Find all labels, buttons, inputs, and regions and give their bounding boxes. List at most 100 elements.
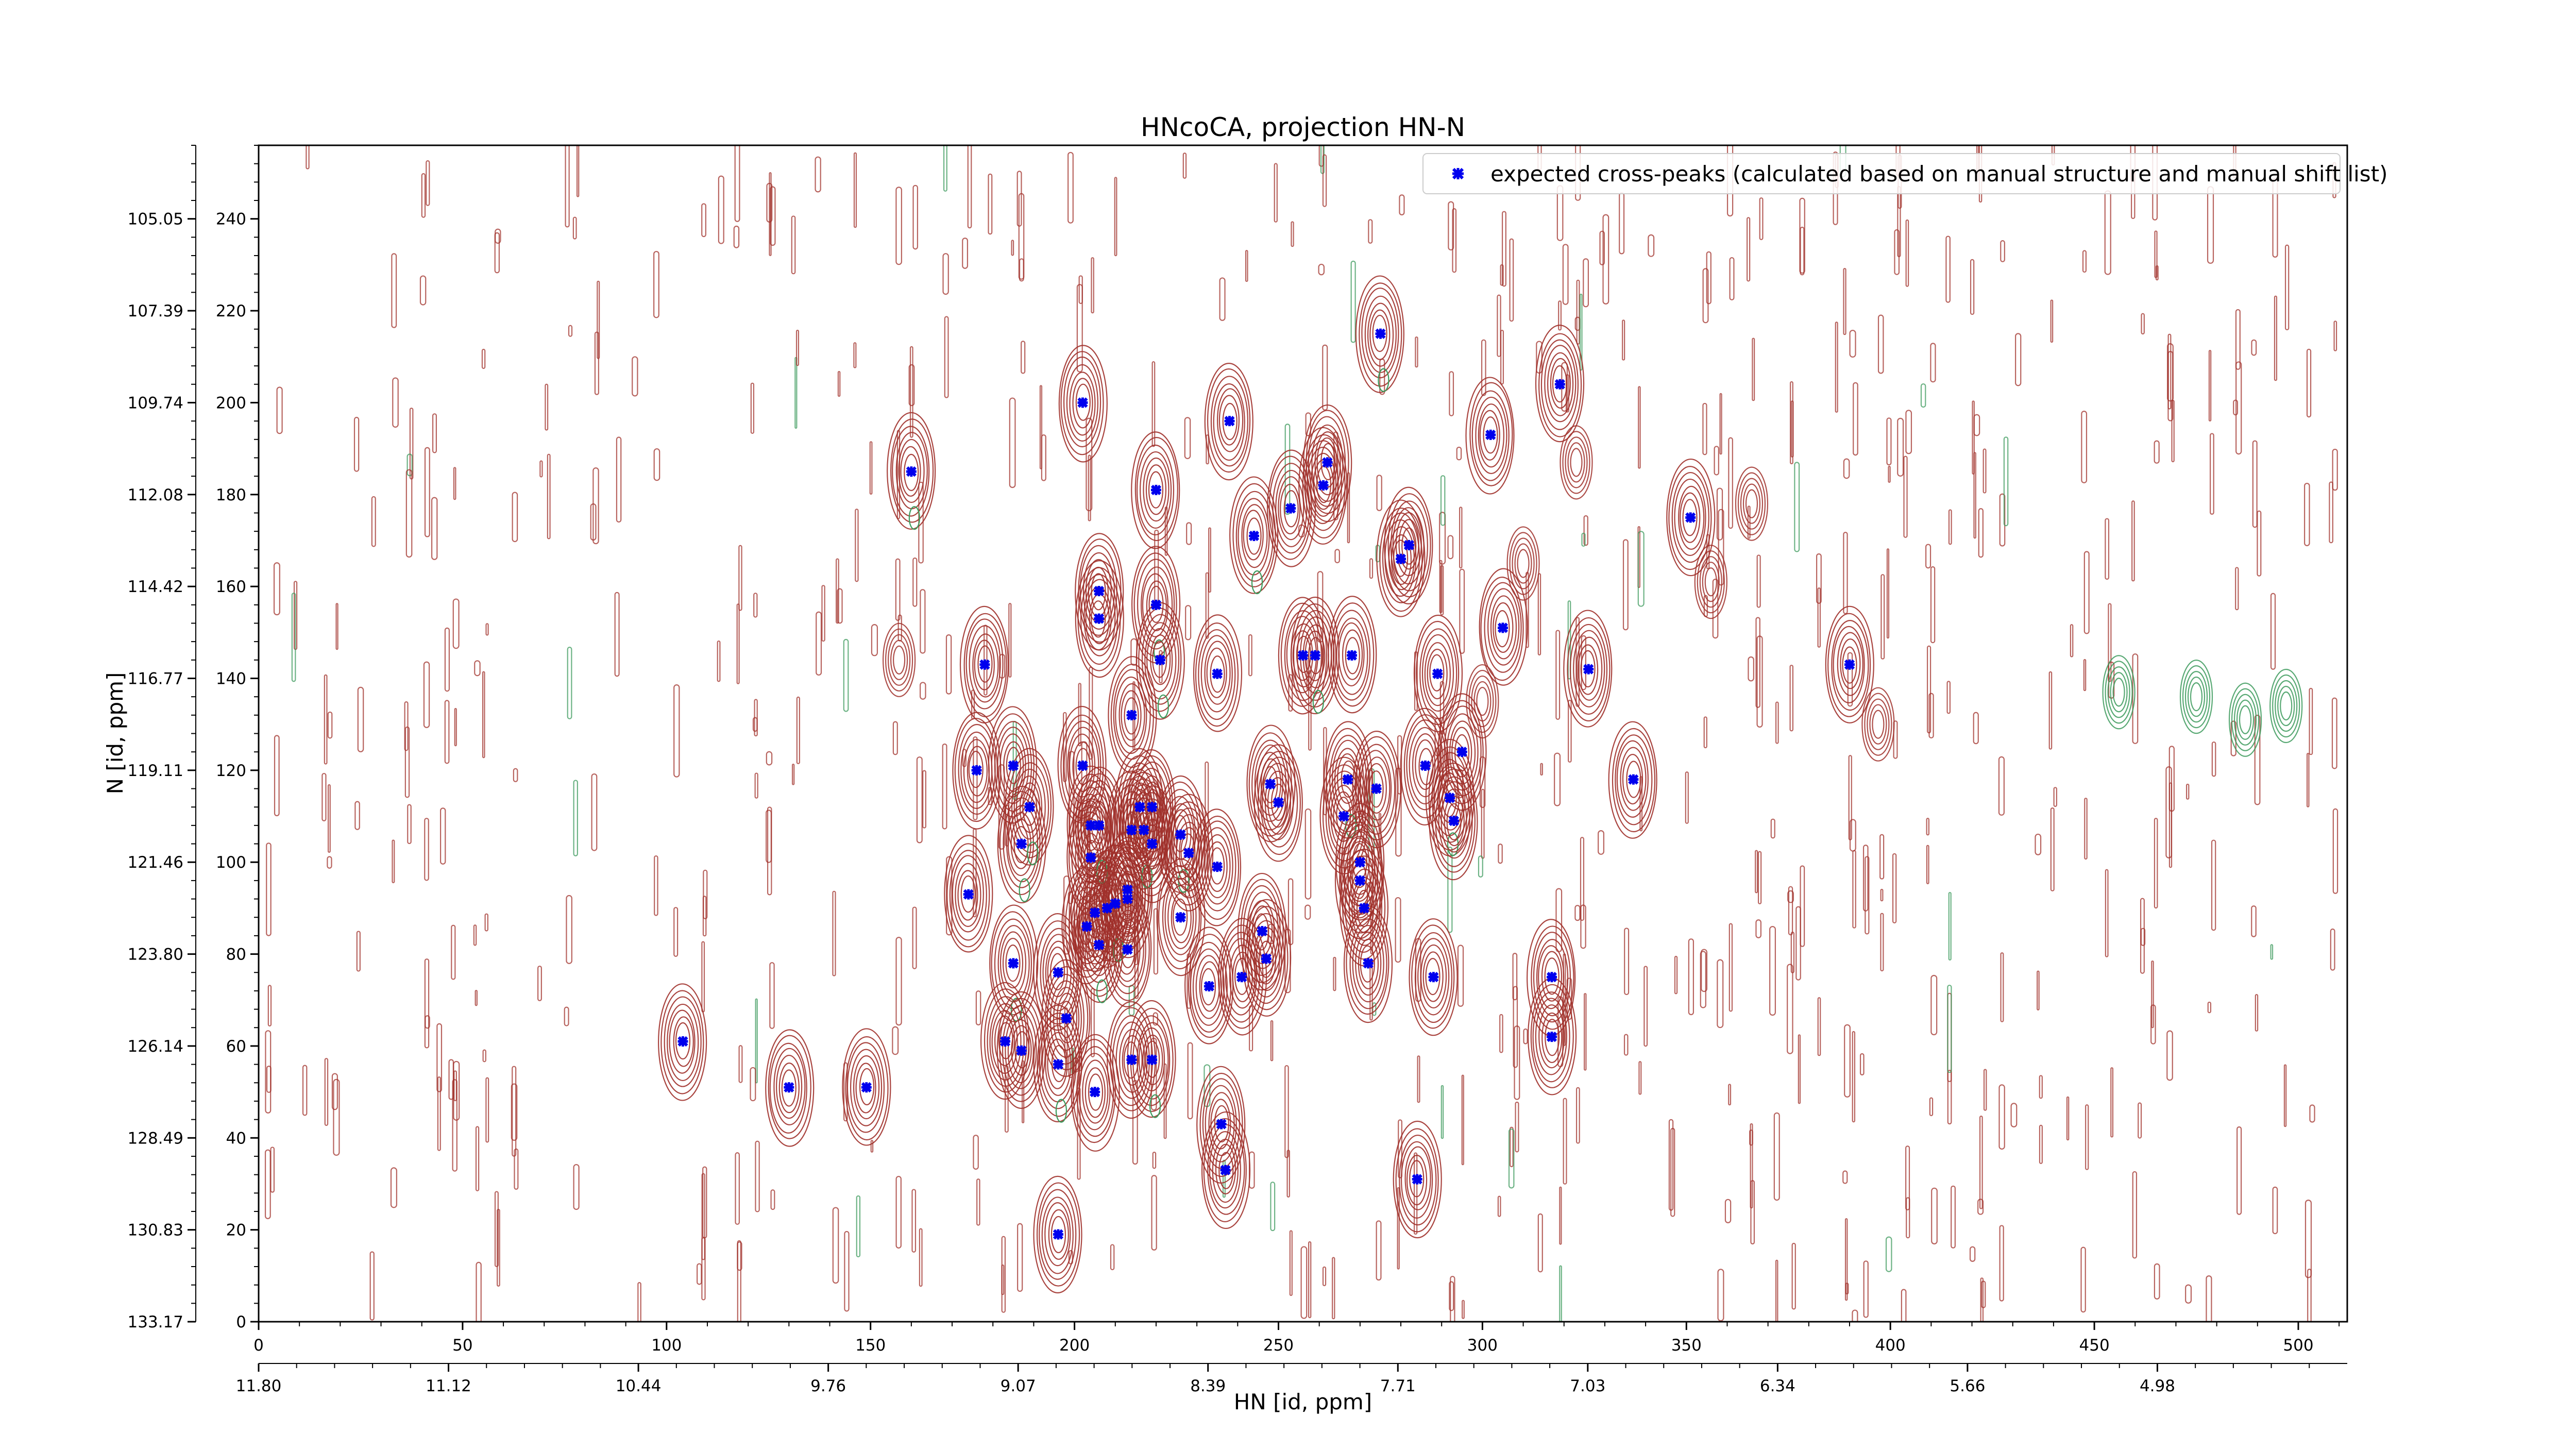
noise-streak — [2085, 1104, 2089, 1170]
peak-contour — [1116, 924, 1138, 975]
noise-streak — [436, 1023, 443, 1092]
negative-contour — [1027, 841, 1039, 866]
noise-streak — [444, 700, 450, 764]
noise-streak — [2235, 309, 2241, 370]
noise-streak — [2131, 500, 2135, 582]
noise-streak — [476, 1261, 482, 1322]
cross-peak-marker — [1273, 797, 1284, 808]
noise-streak — [1747, 506, 1751, 539]
peak-contour — [1438, 781, 1470, 859]
noise-streak — [568, 325, 573, 337]
peak-contour — [944, 835, 993, 953]
peak-contour — [963, 613, 1007, 717]
noise-streak — [1205, 572, 1209, 639]
cross-peak-marker — [1212, 861, 1223, 872]
peak-contour — [1406, 1154, 1428, 1206]
noise-streak — [419, 275, 427, 306]
x-tick-label: 50 — [452, 1336, 472, 1355]
cross-peak-marker — [1090, 1086, 1100, 1098]
noise-streak — [734, 145, 740, 222]
noise-streak — [2053, 787, 2057, 807]
noise-streak — [2206, 1275, 2212, 1322]
y-tick-label: 200 — [216, 394, 246, 412]
noise-streak — [302, 1065, 308, 1116]
noise-streak — [1583, 258, 1589, 308]
peak-contour — [1077, 567, 1121, 671]
cross-peak-marker — [1122, 884, 1133, 895]
peak-contour — [1478, 403, 1504, 468]
cross-peak-marker — [1412, 1174, 1422, 1185]
peak-contour — [1615, 734, 1653, 825]
noise-streak — [2309, 1104, 2315, 1123]
noise-streak — [1859, 1053, 1865, 1075]
noise-streak — [2140, 928, 2146, 946]
noise-streak — [1897, 417, 1904, 477]
x-ppm-tick-label: 5.66 — [1950, 1377, 1985, 1395]
peak-contour — [1302, 434, 1346, 538]
peak-contour — [1242, 899, 1292, 1017]
noise-streak — [1333, 956, 1336, 991]
peak-contour — [1666, 458, 1716, 577]
peak-contour — [1245, 906, 1289, 1010]
peak-contour — [1066, 765, 1116, 884]
noise-streak — [1700, 951, 1706, 1008]
peak-contour — [1129, 755, 1174, 860]
y-ppm-tick-label: 126.14 — [128, 1037, 183, 1056]
noise-streak — [2257, 510, 2262, 577]
cross-peak-marker — [677, 1036, 688, 1047]
noise-streak — [998, 764, 1005, 850]
peak-contour — [1490, 595, 1517, 660]
noise-streak — [321, 772, 327, 821]
peak-contour — [1201, 1111, 1251, 1229]
cross-peak-marker — [1122, 894, 1133, 904]
noise-streak — [1928, 693, 1934, 739]
noise-streak — [1415, 336, 1418, 368]
noise-streak — [1844, 1218, 1848, 1301]
peak-contour — [1417, 938, 1450, 1016]
x-ppm-tick-label: 9.76 — [810, 1377, 846, 1395]
peak-contour — [1545, 1019, 1560, 1056]
noise-streak — [2333, 321, 2337, 351]
peak-contour — [1541, 951, 1563, 1002]
noise-streak — [437, 1076, 441, 1151]
peak-contour — [1046, 973, 1084, 1065]
peak-contour — [1110, 664, 1154, 768]
cross-peak-marker — [1146, 838, 1158, 849]
peak-contour — [1314, 431, 1341, 496]
noise-streak — [1009, 397, 1016, 488]
y-tick-label: 60 — [226, 1037, 246, 1056]
x-tick-label: 450 — [2079, 1336, 2110, 1355]
peak-contour — [994, 721, 1032, 812]
noise-streak — [1448, 201, 1454, 251]
noise-streak — [737, 1241, 742, 1271]
noise-streak — [1497, 1195, 1501, 1217]
peak-contour — [1011, 1025, 1032, 1076]
noise-streak — [1920, 383, 1926, 408]
noise-streak — [1439, 560, 1443, 613]
peak-contour — [1190, 941, 1228, 1033]
cross-peak-marker — [1285, 503, 1296, 514]
noise-streak — [1948, 509, 1952, 545]
cross-peak-marker — [1093, 585, 1105, 597]
noise-streak — [2000, 952, 2004, 1022]
noise-streak — [2154, 1263, 2160, 1300]
peak-contour — [1671, 471, 1709, 563]
noise-streak — [1788, 886, 1793, 936]
x-ppm-tick-label: 10.44 — [616, 1377, 662, 1395]
noise-streak — [1567, 600, 1571, 680]
noise-streak — [967, 145, 972, 229]
peak-contour — [1827, 613, 1871, 717]
noise-streak — [1799, 197, 1805, 274]
peak-contour — [1015, 776, 1043, 840]
noise-streak — [1756, 554, 1761, 608]
noise-streak — [1440, 1085, 1444, 1139]
noise-streak — [1562, 244, 1569, 305]
cross-peak-marker — [1093, 820, 1105, 831]
peak-contour — [1050, 1216, 1066, 1254]
peak-contour — [1342, 855, 1386, 960]
cross-peak-marker — [1081, 921, 1092, 932]
cross-peak-marker — [1110, 898, 1121, 909]
peak-contour — [1048, 1209, 1069, 1260]
peak-contour — [1088, 1073, 1104, 1111]
